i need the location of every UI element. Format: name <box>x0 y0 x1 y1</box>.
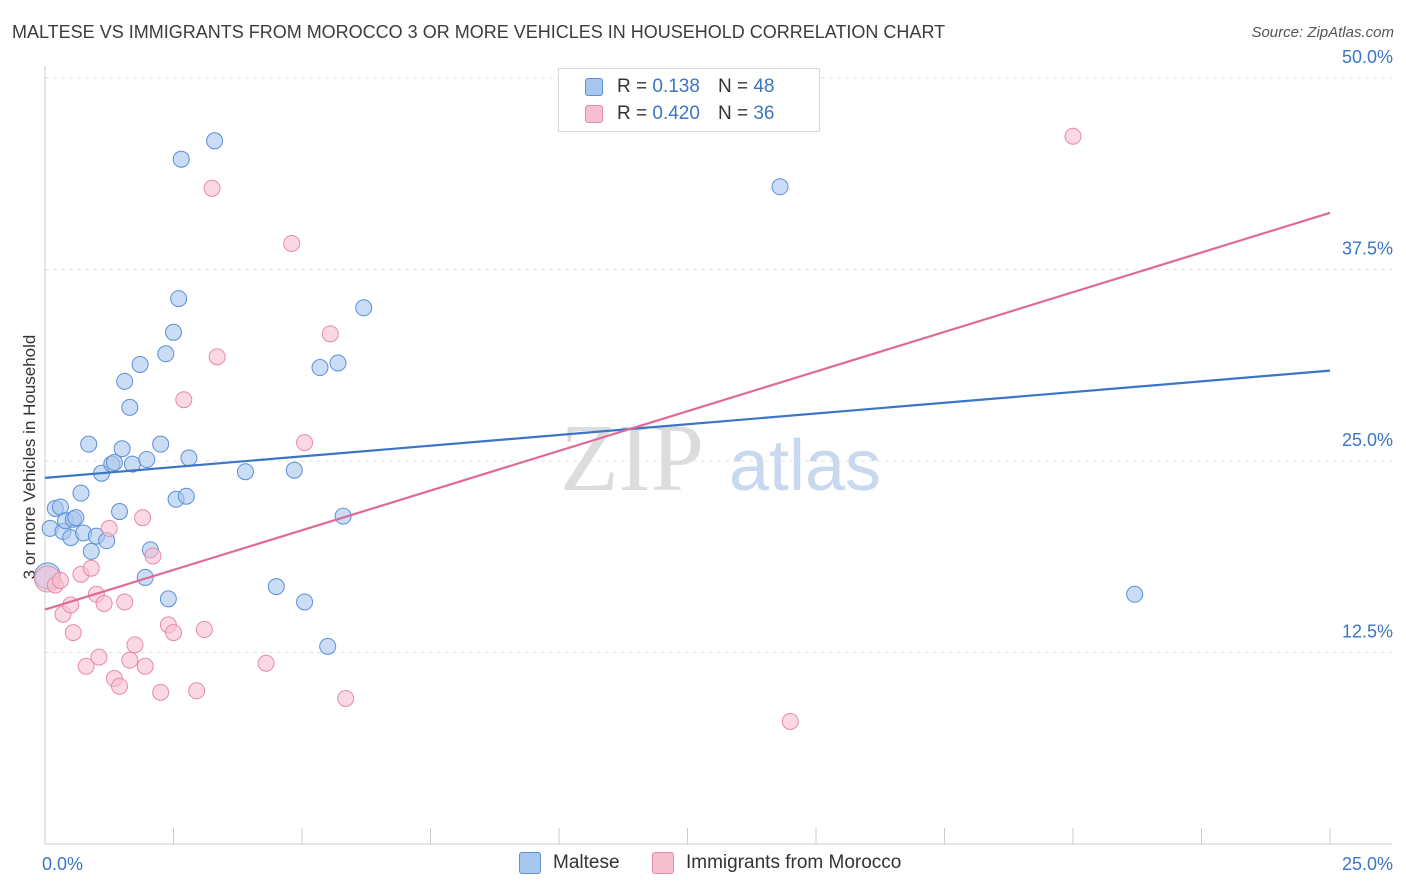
maltese-point <box>138 450 156 468</box>
maltese-point <box>152 435 170 453</box>
morocco-point <box>51 571 69 589</box>
morocco-point <box>165 624 182 642</box>
maltese-point <box>82 542 100 560</box>
morocco-point <box>195 621 213 639</box>
maltese-point <box>80 435 98 453</box>
grid-lines <box>45 77 1392 653</box>
maltese-point <box>131 355 149 373</box>
morocco-point <box>1064 127 1082 145</box>
legend-r-label: R = <box>617 76 648 97</box>
morocco-point <box>152 683 170 701</box>
morocco-point <box>82 559 100 577</box>
maltese-point <box>267 578 285 596</box>
maltese-point <box>206 132 224 150</box>
maltese-point <box>355 299 373 317</box>
morocco-point <box>144 547 162 565</box>
watermark-atlas: atlas <box>729 426 881 506</box>
maltese-point <box>105 454 123 472</box>
data-points <box>34 127 1144 730</box>
legend-r-label: R = <box>617 103 648 124</box>
stats-legend: R = 0.138 N = 48 R = 0.420 N = 36 <box>558 68 820 132</box>
x-tick-label: 0.0% <box>42 854 83 874</box>
morocco-point <box>136 657 154 675</box>
y-tick-label: 12.5% <box>1342 622 1393 642</box>
tick-labels: 12.5% 25.0% 37.5% 50.0% 0.0% 25.0% <box>42 47 1393 874</box>
morocco-point <box>116 593 134 611</box>
watermark: ZIP atlas <box>560 404 881 511</box>
legend-label-maltese: Maltese <box>553 852 620 873</box>
legend-item-morocco: Immigrants from Morocco <box>652 852 901 874</box>
series-legend: Maltese Immigrants from Morocco <box>0 852 1406 876</box>
morocco-point <box>121 651 139 669</box>
morocco-point <box>134 509 152 527</box>
maltese-point <box>157 345 175 363</box>
maltese-point <box>1126 585 1144 603</box>
maltese-point <box>172 150 190 168</box>
legend-n-value: 48 <box>753 76 775 97</box>
morocco-point <box>781 712 799 730</box>
legend-label-morocco: Immigrants from Morocco <box>686 852 902 873</box>
morocco-swatch <box>585 105 603 123</box>
morocco-point <box>77 657 95 675</box>
morocco-point <box>283 234 301 252</box>
maltese-point <box>177 487 195 505</box>
maltese-point <box>165 323 182 341</box>
y-tick-label: 50.0% <box>1342 47 1393 67</box>
morocco-point <box>296 434 314 452</box>
legend-n-label: N = <box>717 103 749 124</box>
morocco-trend-line <box>44 211 1331 611</box>
morocco-point <box>337 689 355 707</box>
source-label: Source: ZipAtlas.com <box>1251 24 1394 41</box>
maltese-point <box>136 568 154 586</box>
maltese-point <box>121 398 139 416</box>
morocco-point <box>100 519 118 537</box>
morocco-point <box>175 391 193 409</box>
chart-title: MALTESE VS IMMIGRANTS FROM MOROCCO 3 OR … <box>12 22 946 42</box>
morocco-point <box>188 682 206 700</box>
morocco-point <box>126 636 144 654</box>
legend-r-value: 0.420 <box>652 103 700 124</box>
morocco-point <box>111 677 129 695</box>
maltese-point <box>771 178 789 196</box>
maltese-point <box>329 354 347 372</box>
maltese-point <box>236 463 254 481</box>
morocco-point <box>90 648 108 666</box>
legend-row-maltese: R = 0.138 N = 48 <box>585 75 774 99</box>
maltese-point <box>159 590 177 608</box>
morocco-point <box>64 624 82 642</box>
x-tick-label: 25.0% <box>1342 854 1393 874</box>
maltese-point <box>111 503 129 521</box>
maltese-point <box>311 359 329 377</box>
legend-row-morocco: R = 0.420 N = 36 <box>585 102 774 126</box>
legend-n-value: 36 <box>753 103 775 124</box>
legend-r-value: 0.138 <box>652 76 700 97</box>
maltese-swatch <box>585 78 603 96</box>
watermark-zip: ZIP <box>560 404 704 511</box>
legend-n-label: N = <box>717 76 749 97</box>
maltese-point <box>116 372 134 390</box>
maltese-trend-line <box>44 369 1331 479</box>
morocco-point <box>203 179 221 197</box>
trend-lines <box>44 211 1331 611</box>
legend-item-maltese: Maltese <box>519 852 620 874</box>
axes <box>44 66 1392 845</box>
maltese-legend-swatch <box>519 852 541 874</box>
morocco-point <box>321 325 339 343</box>
y-tick-label: 25.0% <box>1342 430 1393 450</box>
morocco-point <box>95 594 113 612</box>
maltese-point <box>72 484 90 502</box>
maltese-point <box>319 637 337 655</box>
maltese-point <box>67 509 85 527</box>
morocco-point <box>208 348 226 366</box>
morocco-point <box>257 654 275 672</box>
maltese-point <box>170 290 188 308</box>
morocco-legend-swatch <box>652 852 674 874</box>
maltese-point <box>113 440 131 458</box>
maltese-point <box>285 461 303 479</box>
maltese-point <box>180 449 198 467</box>
y-tick-label: 37.5% <box>1342 239 1393 259</box>
maltese-point <box>296 593 314 611</box>
